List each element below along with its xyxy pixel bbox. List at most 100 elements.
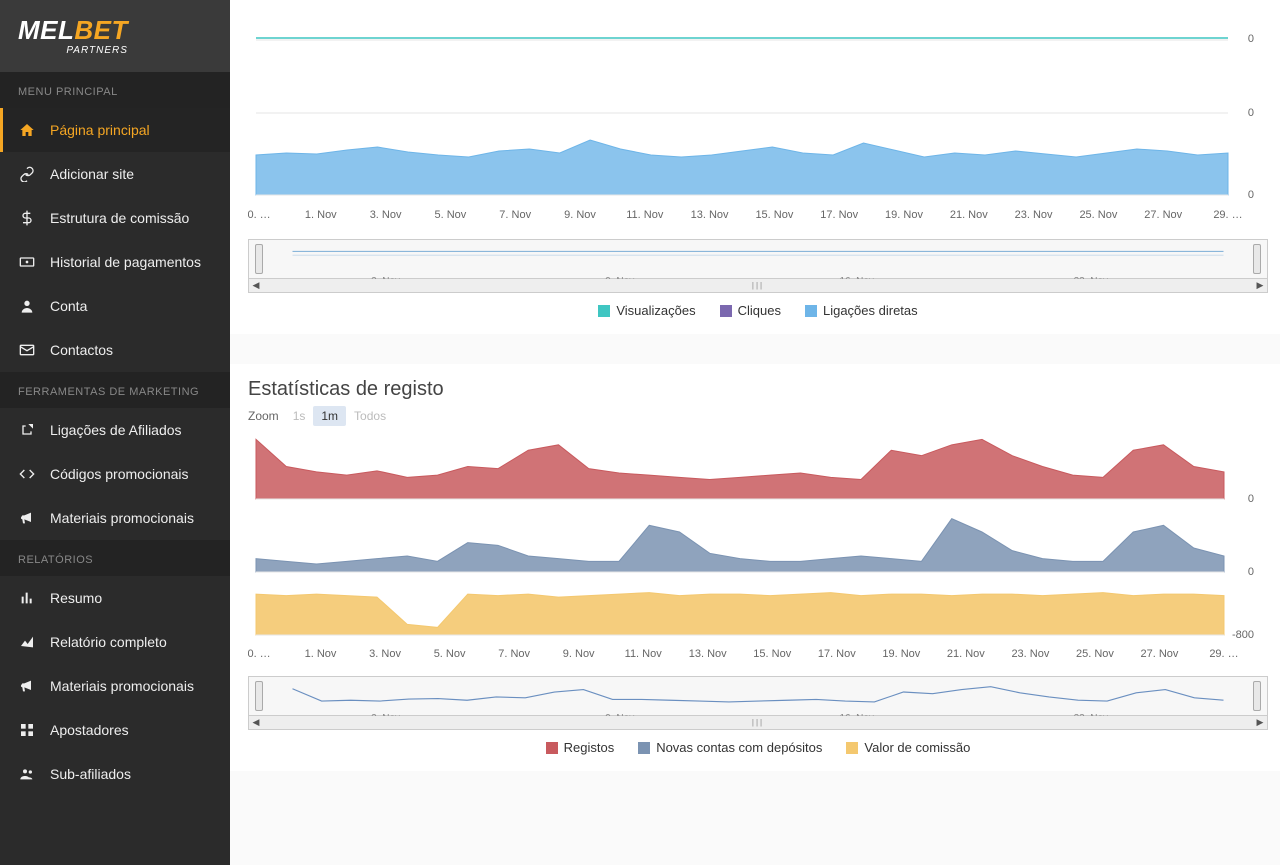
- sidebar-item-commission[interactable]: Estrutura de comissão: [0, 196, 230, 240]
- sidebar-item-label: Página principal: [50, 122, 150, 138]
- money-icon: [18, 253, 36, 271]
- legend-item[interactable]: Cliques: [720, 303, 781, 318]
- legend-item[interactable]: Visualizações: [598, 303, 695, 318]
- sidebar-item-label: Códigos promocionais: [50, 466, 189, 482]
- svg-text:30. …: 30. …: [248, 209, 271, 221]
- svg-text:15. Nov: 15. Nov: [755, 209, 793, 221]
- svg-text:23. Nov: 23. Nov: [1011, 648, 1049, 660]
- chart2-navigator[interactable]: 2. Nov9. Nov16. Nov23. Nov: [248, 676, 1268, 716]
- legend-label: Cliques: [738, 303, 781, 318]
- legend-item[interactable]: Valor de comissão: [846, 740, 970, 755]
- svg-text:0: 0: [1248, 189, 1254, 201]
- legend-label: Visualizações: [616, 303, 695, 318]
- users-icon: [18, 765, 36, 783]
- sidebar-item-payments[interactable]: Historial de pagamentos: [0, 240, 230, 284]
- svg-text:27. Nov: 27. Nov: [1141, 648, 1179, 660]
- svg-text:17. Nov: 17. Nov: [818, 648, 856, 660]
- chart-registration-stats: Estatísticas de registo Zoom 1s1mTodos 0…: [230, 364, 1280, 771]
- legend-item[interactable]: Registos: [546, 740, 615, 755]
- scroll-right-icon[interactable]: ▶: [1253, 279, 1267, 292]
- sidebar-item-label: Materiais promocionais: [50, 678, 194, 694]
- svg-text:7. Nov: 7. Nov: [498, 648, 530, 660]
- area-icon: [18, 633, 36, 651]
- sidebar-item-promo-materials-2[interactable]: Materiais promocionais: [0, 664, 230, 708]
- user-icon: [18, 297, 36, 315]
- chart2-plot: 00-80030. …1. Nov3. Nov5. Nov7. Nov9. No…: [248, 429, 1258, 665]
- sidebar-item-account[interactable]: Conta: [0, 284, 230, 328]
- nav-handle-left[interactable]: [255, 244, 263, 274]
- grid-icon: [18, 721, 36, 739]
- svg-text:29. …: 29. …: [1213, 209, 1242, 221]
- legend-swatch: [846, 742, 858, 754]
- mail-icon: [18, 341, 36, 359]
- sidebar-item-label: Apostadores: [50, 722, 129, 738]
- external-icon: [18, 421, 36, 439]
- legend-item[interactable]: Novas contas com depósitos: [638, 740, 822, 755]
- scroll-grip[interactable]: |||: [752, 281, 764, 290]
- legend-label: Ligações diretas: [823, 303, 918, 318]
- sidebar-item-sub-affiliates[interactable]: Sub-afiliados: [0, 752, 230, 796]
- svg-text:5. Nov: 5. Nov: [434, 648, 466, 660]
- logo-subtext: PARTNERS: [18, 45, 128, 56]
- svg-text:25. Nov: 25. Nov: [1079, 209, 1117, 221]
- svg-text:0: 0: [1248, 33, 1254, 45]
- svg-text:0: 0: [1248, 107, 1254, 119]
- svg-text:25. Nov: 25. Nov: [1076, 648, 1114, 660]
- link-icon: [18, 165, 36, 183]
- sidebar-item-label: Sub-afiliados: [50, 766, 131, 782]
- sidebar-item-home[interactable]: Página principal: [0, 108, 230, 152]
- sidebar: MELBET PARTNERS MENU PRINCIPAL Página pr…: [0, 0, 230, 865]
- svg-text:-800: -800: [1232, 629, 1254, 641]
- sidebar-item-label: Ligações de Afiliados: [50, 422, 182, 438]
- chart2-legend: Registos Novas contas com depósitos Valor …: [248, 730, 1268, 759]
- svg-text:19. Nov: 19. Nov: [882, 648, 920, 660]
- chart1-nav-svg: [249, 240, 1267, 278]
- sidebar-item-promo-materials[interactable]: Materiais promocionais: [0, 496, 230, 540]
- sidebar-item-full-report[interactable]: Relatório completo: [0, 620, 230, 664]
- legend-swatch: [598, 305, 610, 317]
- sidebar-item-label: Historial de pagamentos: [50, 254, 201, 270]
- sidebar-item-add-site[interactable]: Adicionar site: [0, 152, 230, 196]
- home-icon: [18, 121, 36, 139]
- chart1-navigator[interactable]: 2. Nov9. Nov16. Nov23. Nov: [248, 239, 1268, 279]
- svg-text:13. Nov: 13. Nov: [689, 648, 727, 660]
- scroll-grip[interactable]: |||: [752, 718, 764, 727]
- svg-text:11. Nov: 11. Nov: [625, 648, 663, 660]
- chart2-nav-svg: [249, 677, 1267, 715]
- legend-swatch: [546, 742, 558, 754]
- sidebar-item-affiliate-links[interactable]: Ligações de Afiliados: [0, 408, 230, 452]
- sidebar-item-label: Relatório completo: [50, 634, 167, 650]
- svg-text:0: 0: [1248, 566, 1254, 578]
- logo-text: MELBET: [18, 17, 128, 43]
- zoom-controls: Zoom 1s1mTodos: [248, 409, 1268, 423]
- nav-handle-right[interactable]: [1253, 681, 1261, 711]
- svg-text:3. Nov: 3. Nov: [369, 648, 401, 660]
- legend-item[interactable]: Ligações diretas: [805, 303, 918, 318]
- svg-text:19. Nov: 19. Nov: [885, 209, 923, 221]
- sidebar-item-players[interactable]: Apostadores: [0, 708, 230, 752]
- legend-label: Registos: [564, 740, 615, 755]
- chart2-scrollbar[interactable]: ◀ ||| ▶: [248, 716, 1268, 730]
- scroll-left-icon[interactable]: ◀: [249, 716, 263, 729]
- chart-site-stats: 00030. …1. Nov3. Nov5. Nov7. Nov9. Nov11…: [230, 0, 1280, 334]
- scroll-left-icon[interactable]: ◀: [249, 279, 263, 292]
- sidebar-item-label: Adicionar site: [50, 166, 134, 182]
- zoom-label: Zoom: [248, 409, 279, 423]
- scroll-right-icon[interactable]: ▶: [1253, 716, 1267, 729]
- svg-text:29. …: 29. …: [1209, 648, 1238, 660]
- logo: MELBET PARTNERS: [0, 0, 230, 72]
- sidebar-item-promo-codes[interactable]: Códigos promocionais: [0, 452, 230, 496]
- zoom-button-1m[interactable]: 1m: [313, 406, 346, 426]
- svg-text:0: 0: [1248, 493, 1254, 505]
- sidebar-item-summary[interactable]: Resumo: [0, 576, 230, 620]
- bars-icon: [18, 589, 36, 607]
- sidebar-item-contacts[interactable]: Contactos: [0, 328, 230, 372]
- legend-label: Valor de comissão: [864, 740, 970, 755]
- code-icon: [18, 465, 36, 483]
- dollar-icon: [18, 209, 36, 227]
- svg-text:3. Nov: 3. Nov: [370, 209, 402, 221]
- nav-handle-right[interactable]: [1253, 244, 1261, 274]
- nav-handle-left[interactable]: [255, 681, 263, 711]
- chart1-scrollbar[interactable]: ◀ ||| ▶: [248, 279, 1268, 293]
- chart1-plot: 00030. …1. Nov3. Nov5. Nov7. Nov9. Nov11…: [248, 0, 1258, 228]
